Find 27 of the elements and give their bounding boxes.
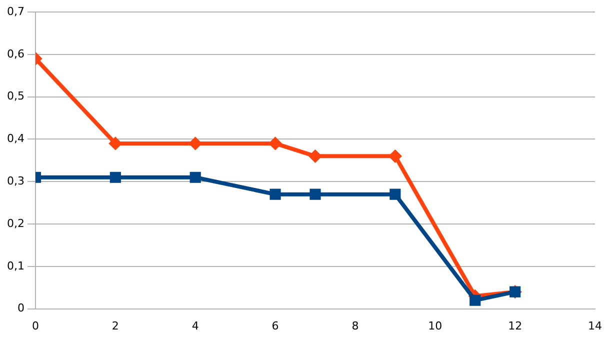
point [109, 137, 122, 150]
y-tick-label: 0 [17, 302, 24, 315]
point [269, 137, 282, 150]
y-tick-label: 0,5 [6, 90, 24, 103]
x-tick-label: 2 [112, 319, 119, 332]
y-tick-label: 0,2 [6, 216, 24, 230]
y-tick-label: 0,4 [6, 132, 24, 146]
x-tick-label: 14 [588, 319, 602, 332]
point [309, 150, 322, 162]
x-tick-label: 6 [272, 319, 279, 332]
point [389, 150, 402, 162]
x-tick-label: 10 [428, 319, 442, 332]
y-tick-label: 0,7 [6, 4, 24, 18]
x-tick-label: 12 [508, 319, 522, 332]
x-tick-label: 4 [192, 319, 199, 332]
point [310, 188, 321, 200]
y-tick-label: 0,3 [6, 174, 24, 188]
point [189, 137, 202, 150]
x-tick-label: 8 [352, 319, 359, 332]
point [110, 172, 121, 183]
x-tick-label: 0 [32, 319, 39, 332]
point [470, 294, 481, 306]
point [270, 188, 281, 200]
point [390, 188, 401, 200]
y-tick-label: 0,6 [6, 47, 24, 60]
point [190, 172, 201, 183]
y-tick-label: 0,1 [6, 259, 24, 272]
